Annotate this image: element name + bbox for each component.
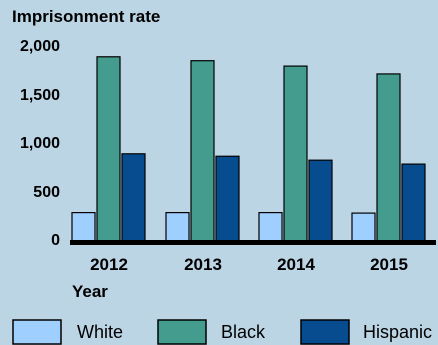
y-tick-label: 2,000 <box>20 38 60 55</box>
bar-black-2015 <box>376 73 401 243</box>
bar-black-2014 <box>283 65 308 243</box>
legend-swatch-white <box>12 319 62 345</box>
bar-hispanic-2013 <box>215 155 240 243</box>
bar-white-2012 <box>71 212 96 243</box>
x-tick-label: 2013 <box>184 255 222 274</box>
legend-label-white: White <box>77 322 123 342</box>
y-tick-label: 500 <box>33 184 60 201</box>
y-tick-label: 0 <box>51 232 60 249</box>
y-axis-ticks: 2,000 1,500 1,000 500 0 <box>20 38 60 249</box>
y-tick-label: 1,500 <box>20 87 60 104</box>
bar-black-2012 <box>96 56 121 243</box>
chart-title: Imprisonment rate <box>12 7 160 26</box>
bar-hispanic-2012 <box>121 153 146 243</box>
x-tick-label: 2015 <box>370 255 408 274</box>
legend: White Black Hispanic <box>12 319 432 345</box>
bar-white-2014 <box>258 212 283 243</box>
bar-black-2013 <box>190 60 215 243</box>
bar-white-2015 <box>351 212 376 243</box>
bar-hispanic-2015 <box>401 163 426 243</box>
x-axis-label: Year <box>72 282 108 301</box>
bar-hispanic-2014 <box>308 159 333 243</box>
legend-swatch-hispanic <box>300 319 350 345</box>
bars <box>71 56 426 243</box>
bar-white-2013 <box>165 212 190 243</box>
x-tick-label: 2012 <box>90 255 128 274</box>
legend-label-hispanic: Hispanic <box>363 322 432 342</box>
legend-label-black: Black <box>221 322 266 342</box>
x-axis-line <box>70 240 436 245</box>
x-tick-label: 2014 <box>277 255 315 274</box>
y-tick-label: 1,000 <box>20 135 60 152</box>
x-axis-ticks: 2012 2013 2014 2015 <box>90 255 408 274</box>
legend-swatch-black <box>157 319 207 345</box>
